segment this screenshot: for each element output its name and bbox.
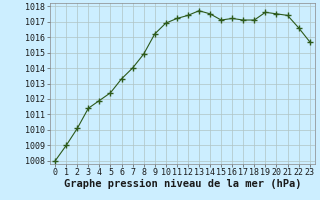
X-axis label: Graphe pression niveau de la mer (hPa): Graphe pression niveau de la mer (hPa) [64,179,301,189]
